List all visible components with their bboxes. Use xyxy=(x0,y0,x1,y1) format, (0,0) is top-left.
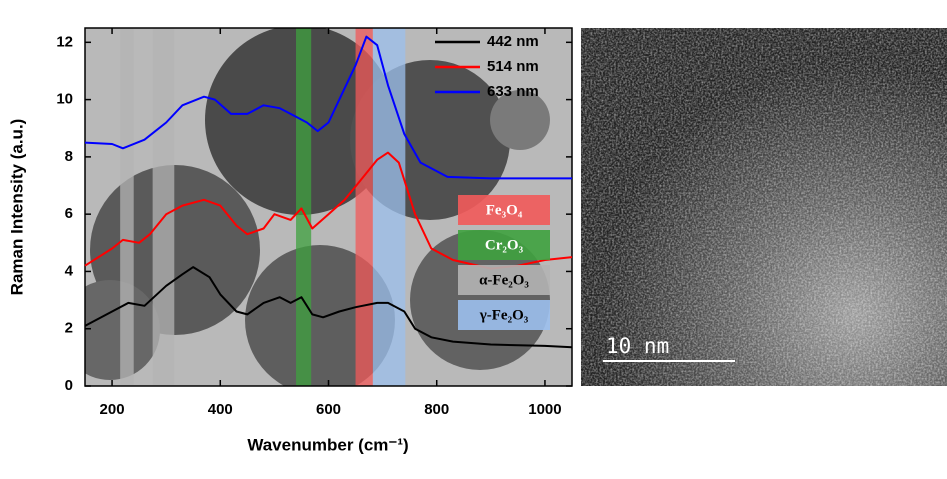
y-tick-label: 2 xyxy=(65,320,73,337)
band xyxy=(296,28,312,386)
x-tick-label: 400 xyxy=(208,401,233,418)
tem-image: 10 nm xyxy=(581,28,947,386)
band-legend-box xyxy=(458,300,550,330)
band-legend-box xyxy=(458,265,550,295)
band xyxy=(372,28,406,386)
band xyxy=(152,28,175,386)
x-tick-label: 600 xyxy=(316,401,341,418)
band-legend-box xyxy=(458,230,550,260)
legend-label: 514 nm xyxy=(487,58,539,75)
x-axis-label: Wavenumber (cm⁻¹) xyxy=(247,435,408,454)
y-tick-label: 6 xyxy=(65,205,73,222)
band-legend-label: Fe₃O₄ xyxy=(486,202,523,218)
series-line xyxy=(84,266,573,349)
band-legend-label: γ-Fe₂O₃ xyxy=(479,307,529,323)
x-tick-label: 1000 xyxy=(528,401,561,418)
y-axis-label: Raman Intensity (a.u.) xyxy=(7,119,26,296)
band xyxy=(120,28,134,386)
y-tick-label: 0 xyxy=(65,377,73,394)
x-tick-label: 800 xyxy=(424,401,449,418)
band-legend-label: α-Fe₂O₃ xyxy=(479,272,529,288)
y-tick-label: 8 xyxy=(65,148,73,165)
series-line xyxy=(84,151,573,270)
y-tick-label: 4 xyxy=(65,262,74,279)
series-line xyxy=(84,35,572,180)
legend-label: 442 nm xyxy=(487,33,539,50)
band-legend-box xyxy=(458,195,550,225)
x-tick-label: 200 xyxy=(100,401,125,418)
legend-label: 633 nm xyxy=(487,83,539,100)
y-tick-label: 12 xyxy=(56,33,73,50)
y-tick-label: 10 xyxy=(56,91,73,108)
band-legend-label: Cr₂O₃ xyxy=(485,237,524,253)
scale-bar-label: 10 nm xyxy=(606,334,669,358)
band xyxy=(355,28,373,386)
